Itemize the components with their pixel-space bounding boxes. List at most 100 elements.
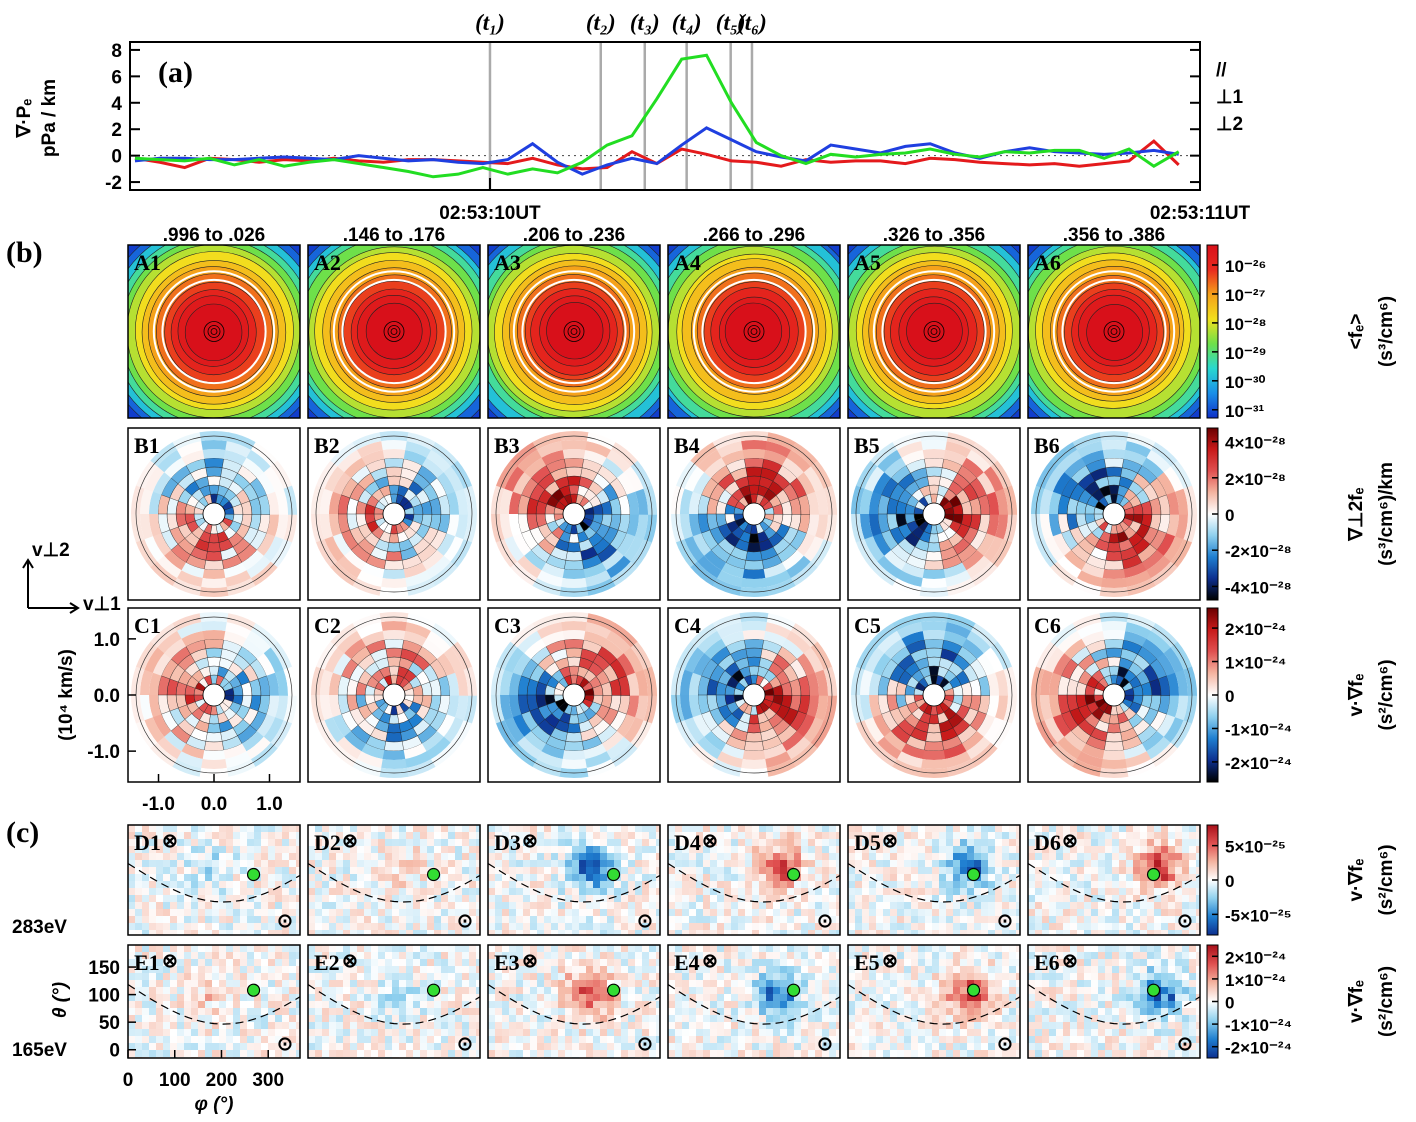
image-cell — [607, 846, 614, 853]
image-cell — [275, 945, 282, 952]
image-cell — [142, 874, 149, 881]
image-cell — [142, 980, 149, 987]
panel-name: C4 — [674, 613, 701, 638]
image-cell — [149, 867, 156, 874]
image-cell — [170, 1036, 177, 1043]
image-cell — [808, 853, 815, 860]
image-cell — [537, 839, 544, 846]
image-cell — [1056, 895, 1063, 902]
image-cell — [205, 1050, 212, 1057]
image-cell — [509, 902, 516, 909]
image-cell — [848, 923, 855, 930]
image-cell — [1119, 909, 1126, 916]
y-tick-label: 0.0 — [94, 686, 120, 707]
image-cell — [876, 923, 883, 930]
image-cell — [642, 853, 649, 860]
image-cell — [995, 832, 1002, 839]
image-cell — [233, 1001, 240, 1008]
image-cell — [628, 874, 635, 881]
image-cell — [621, 902, 628, 909]
image-cell — [289, 959, 296, 966]
image-cell — [717, 860, 724, 867]
y-axis-label: (10⁴ km/s) — [56, 649, 77, 741]
image-cell — [696, 909, 703, 916]
image-cell — [427, 888, 434, 895]
image-cell — [135, 1015, 142, 1022]
image-cell — [233, 1043, 240, 1050]
image-cell — [427, 909, 434, 916]
image-cell — [932, 881, 939, 888]
image-cell — [371, 825, 378, 832]
image-cell — [600, 846, 607, 853]
image-cell — [974, 881, 981, 888]
image-cell — [1009, 860, 1016, 867]
image-cell — [724, 853, 731, 860]
image-cell — [329, 867, 336, 874]
image-cell — [247, 916, 254, 923]
image-cell — [537, 909, 544, 916]
image-cell — [184, 945, 191, 952]
image-cell — [254, 952, 261, 959]
image-cell — [502, 909, 509, 916]
image-cell — [967, 860, 974, 867]
image-cell — [350, 902, 357, 909]
image-cell — [675, 867, 682, 874]
image-cell — [198, 966, 205, 973]
image-cell — [371, 846, 378, 853]
image-cell — [780, 825, 787, 832]
image-cell — [135, 1043, 142, 1050]
image-cell — [177, 909, 184, 916]
image-hole — [743, 684, 765, 706]
image-cell — [226, 909, 233, 916]
image-cell — [649, 888, 656, 895]
image-cell — [855, 902, 862, 909]
panel-name: B6 — [1034, 433, 1060, 458]
image-cell — [703, 923, 710, 930]
image-cell — [1133, 846, 1140, 853]
image-cell — [759, 853, 766, 860]
image-cell — [939, 846, 946, 853]
image-cell — [1112, 874, 1119, 881]
image-cell — [890, 923, 897, 930]
image-cell — [240, 860, 247, 867]
y-tick-label: 8 — [111, 41, 122, 62]
image-cell — [1106, 648, 1123, 658]
image-cell — [254, 945, 261, 952]
image-cell — [974, 839, 981, 846]
image-cell — [544, 867, 551, 874]
image-cell — [1133, 909, 1140, 916]
image-cell — [149, 923, 156, 930]
image-cell — [1112, 853, 1119, 860]
image-cell — [261, 860, 268, 867]
image-cell — [1147, 916, 1154, 923]
image-cell — [572, 916, 579, 923]
image-cell — [385, 732, 402, 742]
image-cell — [862, 895, 869, 902]
image-cell — [960, 923, 967, 930]
image-cell — [156, 902, 163, 909]
image-cell — [406, 832, 413, 839]
image-cell — [254, 1036, 261, 1043]
colorbar-title: v·∇fₑ — [1346, 673, 1367, 716]
image-cell — [149, 980, 156, 987]
image-cell — [926, 467, 943, 477]
image-cell — [184, 916, 191, 923]
image-cell — [343, 888, 350, 895]
colorbar-tick-label: 2×10⁻²⁴ — [1225, 620, 1286, 639]
image-cell — [1133, 853, 1140, 860]
image-cell — [469, 832, 476, 839]
image-cell — [170, 1043, 177, 1050]
image-cell — [890, 874, 897, 881]
image-cell — [911, 902, 918, 909]
image-cell — [544, 874, 551, 881]
panel-label: (c) — [6, 816, 39, 849]
image-cell — [488, 916, 495, 923]
image-cell — [696, 895, 703, 902]
image-cell — [1161, 923, 1168, 930]
image-cell — [1009, 867, 1016, 874]
image-cell — [953, 909, 960, 916]
image-cell — [1002, 895, 1009, 902]
image-cell — [530, 916, 537, 923]
image-cell — [780, 902, 787, 909]
image-cell — [1119, 832, 1126, 839]
